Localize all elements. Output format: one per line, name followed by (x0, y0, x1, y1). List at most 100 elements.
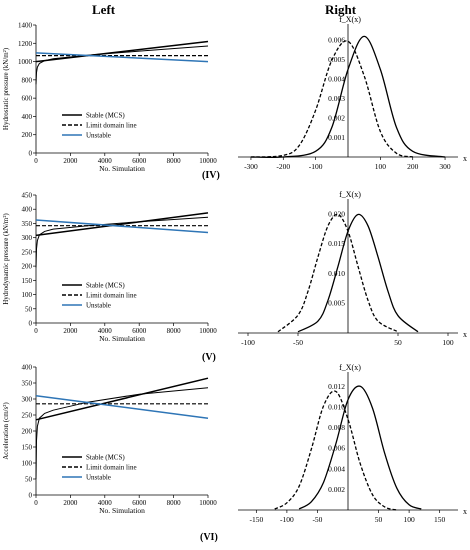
x-tick-label: -100 (241, 338, 255, 347)
x-tick-label: 10000 (199, 157, 217, 165)
x-tick-label: 6000 (132, 327, 147, 335)
legend-label: Limit domain line (86, 122, 137, 130)
x-tick-label: 6000 (132, 499, 147, 507)
y-tick-label: 1400 (18, 22, 33, 30)
y-tick-label: 1000 (18, 58, 33, 66)
y-tick-label: 0.006 (328, 444, 345, 453)
y-tick-label: 0.002 (328, 485, 345, 494)
series-line-unstable-3 (35, 52, 209, 63)
y-tick-label: 450 (22, 192, 33, 200)
y-tick-label: 0.006 (328, 35, 345, 44)
x-tick-label: 2000 (63, 157, 78, 165)
legend-label: Limit domain line (86, 464, 137, 472)
y-tick-label: 0 (29, 150, 33, 158)
x-tick-label: 100 (442, 338, 454, 347)
y-axis-title: Hydrodynamic pressure (kN/m²) (2, 213, 10, 305)
y-tick-label: 150 (22, 277, 33, 285)
x-axis-title: x (463, 330, 467, 339)
density-curve-solid (250, 35, 446, 159)
x-tick-label: -100 (280, 515, 294, 524)
y-tick-label: 0.012 (328, 382, 345, 391)
y-tick-label: 300 (22, 234, 33, 242)
x-tick-label: 10000 (199, 327, 217, 335)
x-tick-label: 50 (375, 515, 383, 524)
x-axis-title: No. Simulation (99, 334, 145, 343)
x-tick-label: 8000 (167, 157, 182, 165)
y-axis-title: Acceleration (cm/s²) (2, 402, 10, 460)
x-axis-title: No. Simulation (99, 506, 145, 515)
x-tick-label: 6000 (132, 157, 147, 165)
y-tick-label: 600 (22, 95, 33, 103)
x-tick-label: -50 (293, 338, 303, 347)
x-tick-label: -300 (244, 162, 258, 171)
x-axis-title: x (463, 507, 467, 516)
series-line-stable-mcs--0 (35, 40, 209, 63)
x-tick-label: 8000 (167, 327, 182, 335)
y-tick-label: 0.003 (328, 94, 345, 103)
x-tick-label: 4000 (98, 157, 113, 165)
x-tick-label: 0 (34, 499, 38, 507)
y-tick-label: 250 (22, 412, 33, 420)
x-tick-label: 4000 (98, 327, 113, 335)
row-label: (VI) (200, 532, 218, 543)
y-tick-label: 300 (22, 396, 33, 404)
x-tick-label: 100 (375, 162, 387, 171)
legend-label: Stable (MCS) (86, 282, 125, 290)
y-tick-label: 200 (22, 263, 33, 271)
series-line-unstable-3 (35, 219, 209, 234)
y-tick-label: 0.010 (328, 269, 345, 278)
y-tick-label: 0.008 (328, 423, 345, 432)
density-axis-title: f_X(x) (339, 190, 361, 199)
series-line-stable-mcs--1 (35, 387, 209, 480)
x-tick-label: 300 (439, 162, 451, 171)
right-column-header: Right (325, 2, 357, 17)
x-tick-label: 2000 (63, 327, 78, 335)
y-tick-label: 50 (25, 305, 33, 313)
y-tick-label: 0.015 (328, 239, 345, 248)
x-tick-label: 200 (407, 162, 419, 171)
x-tick-label: -200 (276, 162, 290, 171)
row-label: (IV) (202, 170, 220, 181)
y-tick-label: 1200 (18, 40, 33, 48)
series-line-unstable-3 (35, 395, 209, 419)
x-tick-label: 0 (34, 157, 38, 165)
y-tick-label: 100 (22, 291, 33, 299)
y-tick-label: 200 (22, 131, 33, 139)
y-tick-label: 250 (22, 248, 33, 256)
series-line-stable-mcs--0 (35, 377, 209, 421)
y-tick-label: 0.004 (328, 74, 345, 83)
x-tick-label: -150 (249, 515, 263, 524)
x-tick-label: 150 (434, 515, 446, 524)
series-line-stable-mcs--1 (35, 216, 209, 268)
y-tick-label: 0.004 (328, 464, 345, 473)
x-tick-label: -50 (312, 515, 322, 524)
x-axis-title: No. Simulation (99, 164, 145, 173)
x-tick-label: 10000 (199, 499, 217, 507)
x-tick-label: 2000 (63, 499, 78, 507)
y-tick-label: 0.010 (328, 402, 345, 411)
density-curve-solid (297, 213, 419, 333)
y-tick-label: 0.002 (328, 113, 345, 122)
legend-label: Stable (MCS) (86, 112, 125, 120)
y-tick-label: 0 (29, 320, 33, 328)
density-curve-solid (298, 385, 422, 510)
x-tick-label: 100 (403, 515, 415, 524)
legend-label: Unstable (86, 474, 111, 482)
y-tick-label: 400 (22, 206, 33, 214)
y-tick-label: 50 (25, 476, 33, 484)
density-curve-dashed (250, 40, 413, 158)
x-tick-label: -100 (309, 162, 323, 171)
left-column-header: Left (92, 2, 116, 17)
x-tick-label: 4000 (98, 499, 113, 507)
density-curve-dashed (274, 390, 398, 511)
y-tick-label: 400 (22, 364, 33, 372)
y-tick-label: 100 (22, 460, 33, 468)
legend-label: Unstable (86, 132, 111, 140)
legend-label: Limit domain line (86, 292, 137, 300)
y-tick-label: 0.005 (328, 55, 345, 64)
series-line-stable-mcs--0 (35, 212, 209, 237)
y-tick-label: 200 (22, 428, 33, 436)
x-tick-label: 50 (394, 338, 402, 347)
y-tick-label: 0.001 (328, 133, 345, 142)
